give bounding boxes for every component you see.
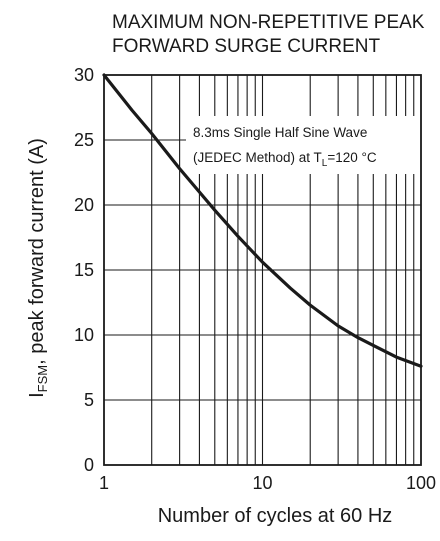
y-axis-label: IFSM, peak forward current (A) [26, 138, 50, 398]
y-tick-label: 15 [74, 260, 94, 280]
plot-frame [103, 74, 422, 466]
y-tick-label: 0 [84, 455, 94, 475]
x-tick-labels: 1 10 100 [99, 473, 436, 493]
chart-title: MAXIMUM NON-REPETITIVE PEAK [112, 12, 425, 33]
series-line [102, 73, 423, 368]
x-axis-label: Number of cycles at 60 Hz [158, 505, 393, 527]
y-tick-label: 5 [84, 390, 94, 410]
y-tick-label: 20 [74, 195, 94, 215]
x-tick-label: 100 [406, 473, 436, 493]
annotation-line-1: 8.3ms Single Half Sine Wave [193, 125, 367, 140]
annotation-background [186, 116, 431, 174]
chart-subtitle: FORWARD SURGE CURRENT [112, 36, 381, 57]
x-tick-label: 1 [99, 473, 109, 493]
y-tick-label: 25 [74, 130, 94, 150]
y-tick-labels: 0 5 10 15 20 25 30 [74, 65, 94, 475]
y-tick-label: 30 [74, 65, 94, 85]
y-tick-label: 10 [74, 325, 94, 345]
annotation-line-2: (JEDEC Method) at TL=120 °C [193, 150, 377, 169]
x-tick-label: 10 [252, 473, 272, 493]
